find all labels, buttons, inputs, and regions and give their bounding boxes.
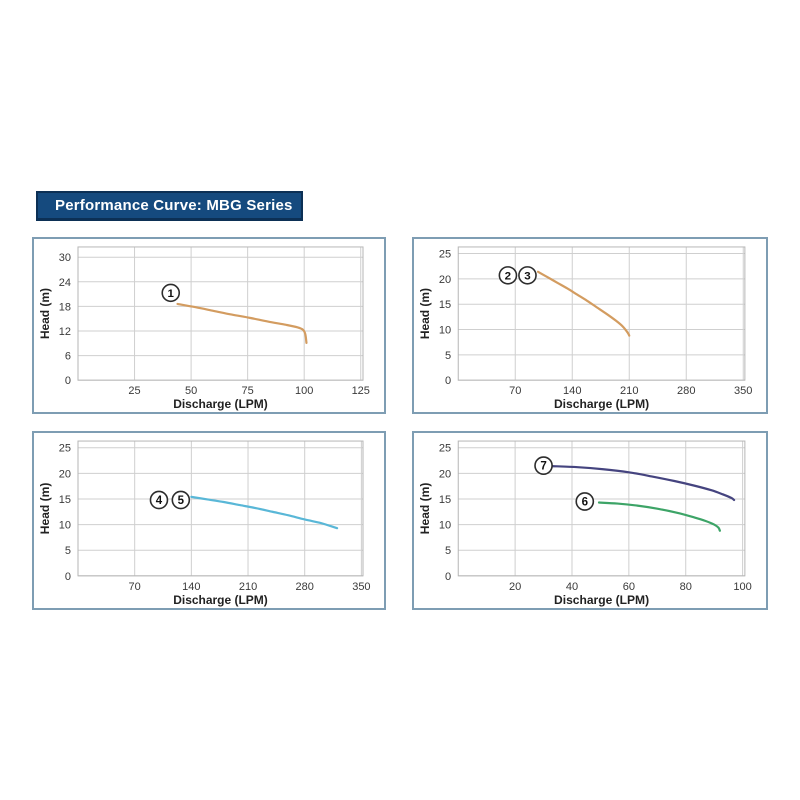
tick-labels: 20 40 60 80 100 0 5 10 15 20 25 <box>439 443 752 593</box>
svg-text:25: 25 <box>128 385 140 397</box>
gridlines <box>458 441 745 577</box>
svg-text:75: 75 <box>242 385 254 397</box>
performance-chart-2-3: 70 140 210 280 350 0 5 10 15 20 25 Discharge (LPM) H… <box>418 246 753 411</box>
svg-text:18: 18 <box>59 301 71 313</box>
svg-text:20: 20 <box>439 274 451 286</box>
svg-text:5: 5 <box>65 545 71 557</box>
svg-text:60: 60 <box>623 581 635 593</box>
charts-grid: 25 50 75 100 125 0 6 12 18 24 30 Discharge (LPM) Hea… <box>32 237 768 610</box>
svg-text:100: 100 <box>733 581 751 593</box>
y-axis-label: Head (m) <box>418 288 432 339</box>
curve-1 <box>176 302 308 344</box>
curve-label-7: 7 <box>534 456 553 475</box>
svg-text:280: 280 <box>677 385 695 397</box>
svg-text:100: 100 <box>295 385 313 397</box>
curve-2-3 <box>536 270 631 337</box>
curve-label-3: 3 <box>518 266 537 285</box>
tick-labels: 70 140 210 280 350 0 5 10 15 20 25 <box>59 443 371 593</box>
chart-panel-bottom-left: 70 140 210 280 350 0 5 10 15 20 25 Discharge (LPM) H… <box>32 431 386 610</box>
curve-label-1: 1 <box>161 283 181 303</box>
svg-text:5: 5 <box>445 350 451 362</box>
svg-text:15: 15 <box>59 494 71 506</box>
x-axis-label: Discharge (LPM) <box>554 397 649 411</box>
svg-text:0: 0 <box>445 375 451 387</box>
svg-text:5: 5 <box>178 495 185 507</box>
performance-chart-1: 25 50 75 100 125 0 6 12 18 24 30 Discharge (LPM) Hea… <box>38 246 370 411</box>
gridlines <box>78 441 363 577</box>
svg-text:280: 280 <box>296 581 314 593</box>
svg-text:40: 40 <box>566 581 578 593</box>
x-axis-label: Discharge (LPM) <box>173 593 268 607</box>
curve-label-6: 6 <box>575 492 595 511</box>
svg-text:20: 20 <box>509 581 521 593</box>
svg-text:20: 20 <box>439 468 451 480</box>
svg-text:20: 20 <box>59 468 71 480</box>
svg-text:0: 0 <box>65 571 71 583</box>
svg-text:6: 6 <box>65 351 71 363</box>
x-axis-label: Discharge (LPM) <box>173 397 268 411</box>
svg-text:3: 3 <box>524 270 530 282</box>
svg-text:10: 10 <box>59 520 71 532</box>
svg-text:80: 80 <box>680 581 692 593</box>
svg-text:4: 4 <box>156 495 163 507</box>
y-axis-label: Head (m) <box>38 483 52 535</box>
svg-text:6: 6 <box>582 497 588 509</box>
curve-6 <box>597 501 721 532</box>
svg-text:30: 30 <box>59 252 71 264</box>
performance-chart-6-7: 20 40 60 80 100 0 5 10 15 20 25 Discharge (LPM) Head… <box>418 440 752 607</box>
performance-chart-4-5: 70 140 210 280 350 0 5 10 15 20 25 Discharge (LPM) H… <box>38 440 371 607</box>
plot-border <box>77 246 364 381</box>
section-title-bar: Performance Curve: MBG Series <box>36 191 303 221</box>
svg-text:210: 210 <box>620 385 638 397</box>
svg-text:7: 7 <box>540 461 546 473</box>
svg-text:15: 15 <box>439 494 451 506</box>
curve-4-5 <box>190 495 339 530</box>
svg-text:50: 50 <box>185 385 197 397</box>
gridlines <box>458 246 745 381</box>
svg-text:0: 0 <box>65 375 71 387</box>
chart-panel-top-left: 25 50 75 100 125 0 6 12 18 24 30 Discharge (LPM) Hea… <box>32 237 386 414</box>
svg-text:350: 350 <box>734 385 752 397</box>
x-axis-label: Discharge (LPM) <box>554 593 649 607</box>
tick-labels: 25 50 75 100 125 0 6 12 18 24 30 <box>59 252 370 397</box>
svg-text:125: 125 <box>352 385 370 397</box>
svg-text:1: 1 <box>168 288 175 300</box>
svg-text:10: 10 <box>439 520 451 532</box>
svg-text:70: 70 <box>509 385 521 397</box>
svg-text:25: 25 <box>59 443 71 455</box>
svg-text:24: 24 <box>59 277 71 289</box>
section-title: Performance Curve: MBG Series <box>55 197 293 214</box>
svg-text:210: 210 <box>239 581 257 593</box>
y-axis-label: Head (m) <box>38 288 52 339</box>
curve-label-2: 2 <box>498 266 518 285</box>
chart-panel-bottom-right: 20 40 60 80 100 0 5 10 15 20 25 Discharge (LPM) Head… <box>412 431 768 610</box>
svg-text:12: 12 <box>59 326 71 338</box>
plot-border <box>457 246 746 381</box>
y-axis-label: Head (m) <box>418 483 432 535</box>
svg-text:140: 140 <box>563 385 581 397</box>
svg-text:140: 140 <box>182 581 200 593</box>
svg-text:70: 70 <box>129 581 141 593</box>
svg-text:10: 10 <box>439 325 451 337</box>
curve-7 <box>550 465 736 502</box>
svg-text:25: 25 <box>439 443 451 455</box>
svg-text:350: 350 <box>352 581 370 593</box>
plot-border <box>77 440 364 577</box>
svg-text:5: 5 <box>445 545 451 557</box>
gridlines <box>78 246 363 381</box>
svg-text:2: 2 <box>505 270 511 282</box>
curve-label-5: 5 <box>171 490 191 510</box>
plot-border <box>457 440 746 577</box>
tick-labels: 70 140 210 280 350 0 5 10 15 20 25 <box>439 249 753 398</box>
svg-text:0: 0 <box>445 571 451 583</box>
curve-label-4: 4 <box>149 490 169 510</box>
chart-panel-top-right: 70 140 210 280 350 0 5 10 15 20 25 Discharge (LPM) H… <box>412 237 768 414</box>
svg-text:15: 15 <box>439 299 451 311</box>
svg-text:25: 25 <box>439 249 451 261</box>
